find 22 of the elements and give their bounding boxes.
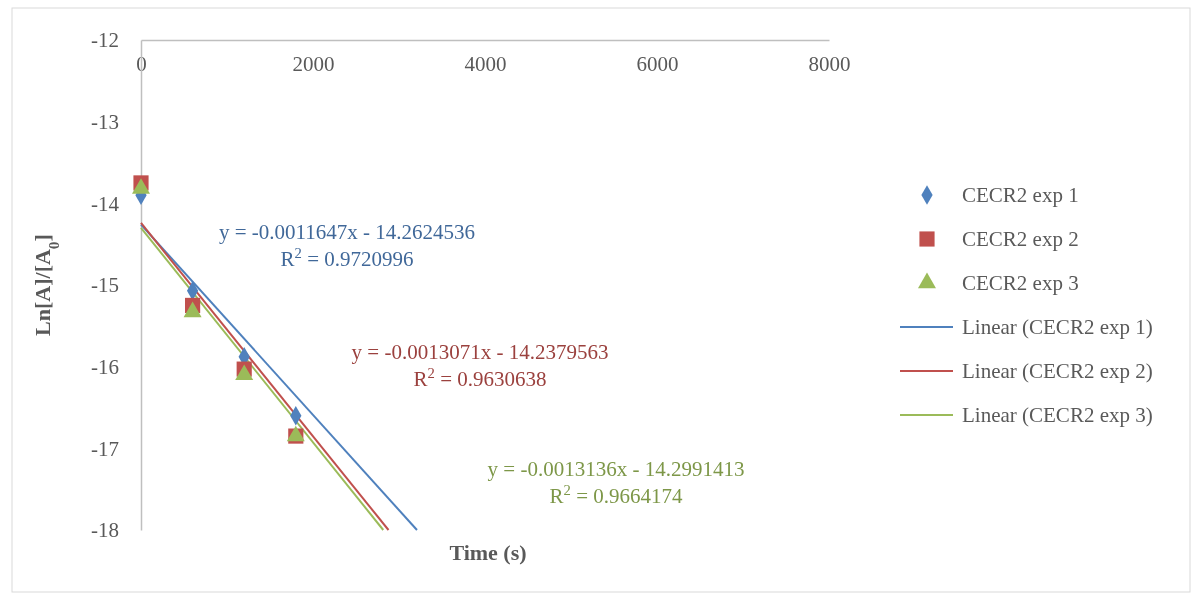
y-tick-label: -12	[91, 28, 119, 53]
annotation: y = -0.0013071x - 14.2379563 R$^{2}$ = 0.9630638	[351, 339, 609, 391]
x-tick-label: 0	[136, 51, 147, 76]
x-axis-title: Time (s)	[449, 540, 527, 565]
x-tick-label: 8000	[808, 51, 851, 76]
x-tick-label: 4000	[464, 51, 507, 76]
legend-label: Linear (CECR2 exp 1)	[962, 315, 1153, 339]
y-tick-label: -16	[91, 354, 119, 379]
y-tick-label: -15	[91, 273, 119, 298]
annotation: y = -0.0013136x - 14.2991413 R$^{2}$ = 0.9664174	[487, 456, 745, 508]
y-tick-label: -18	[91, 518, 119, 543]
legend-label: CECR2 exp 3	[962, 271, 1079, 295]
legend-label: CECR2 exp 2	[962, 227, 1079, 251]
legend-label: Linear (CECR2 exp 2)	[962, 359, 1153, 383]
y-tick-label: -17	[91, 436, 119, 461]
y-tick-label: -14	[91, 191, 120, 216]
y-tick-label: -13	[91, 109, 119, 134]
x-tick-label: 6000	[636, 51, 679, 76]
legend-label: Linear (CECR2 exp 3)	[962, 403, 1153, 427]
annotation: y = -0.0011647x - 14.2624536 R$^{2}$ = 0.9720996	[218, 219, 476, 271]
legend-label: CECR2 exp 1	[962, 183, 1079, 207]
x-tick-label: 2000	[292, 51, 335, 76]
